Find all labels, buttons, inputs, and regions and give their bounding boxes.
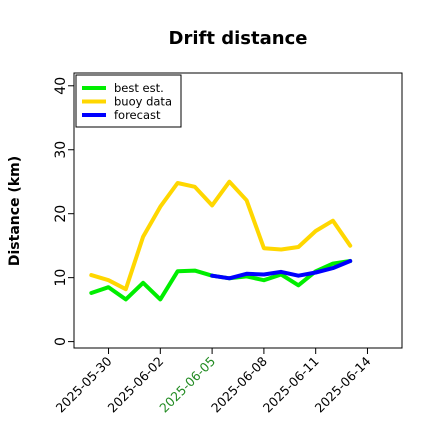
y-tick-label: 0: [53, 337, 69, 346]
legend-label: buoy data: [114, 95, 172, 109]
series-line: [210, 259, 353, 281]
y-tick-label: 20: [53, 205, 69, 223]
y-tick-label: 40: [53, 77, 69, 95]
y-tick-label: 30: [53, 141, 69, 159]
chart-title: Drift distance: [169, 28, 308, 49]
y-axis: 0 10 20 30 40: [53, 77, 74, 346]
x-tick-label: 2025-06-14: [312, 353, 374, 415]
legend-label: best est.: [114, 81, 164, 95]
series-line: [89, 179, 353, 292]
legend-label: forecast: [114, 108, 161, 122]
series-layer: [89, 179, 353, 302]
plot-area-frame: [73, 72, 403, 349]
y-tick-label: 10: [53, 269, 69, 287]
x-axis: 2025-05-302025-06-022025-06-052025-06-08…: [53, 348, 374, 415]
series-line: [89, 268, 215, 302]
y-axis-label: Distance (km): [7, 156, 23, 266]
